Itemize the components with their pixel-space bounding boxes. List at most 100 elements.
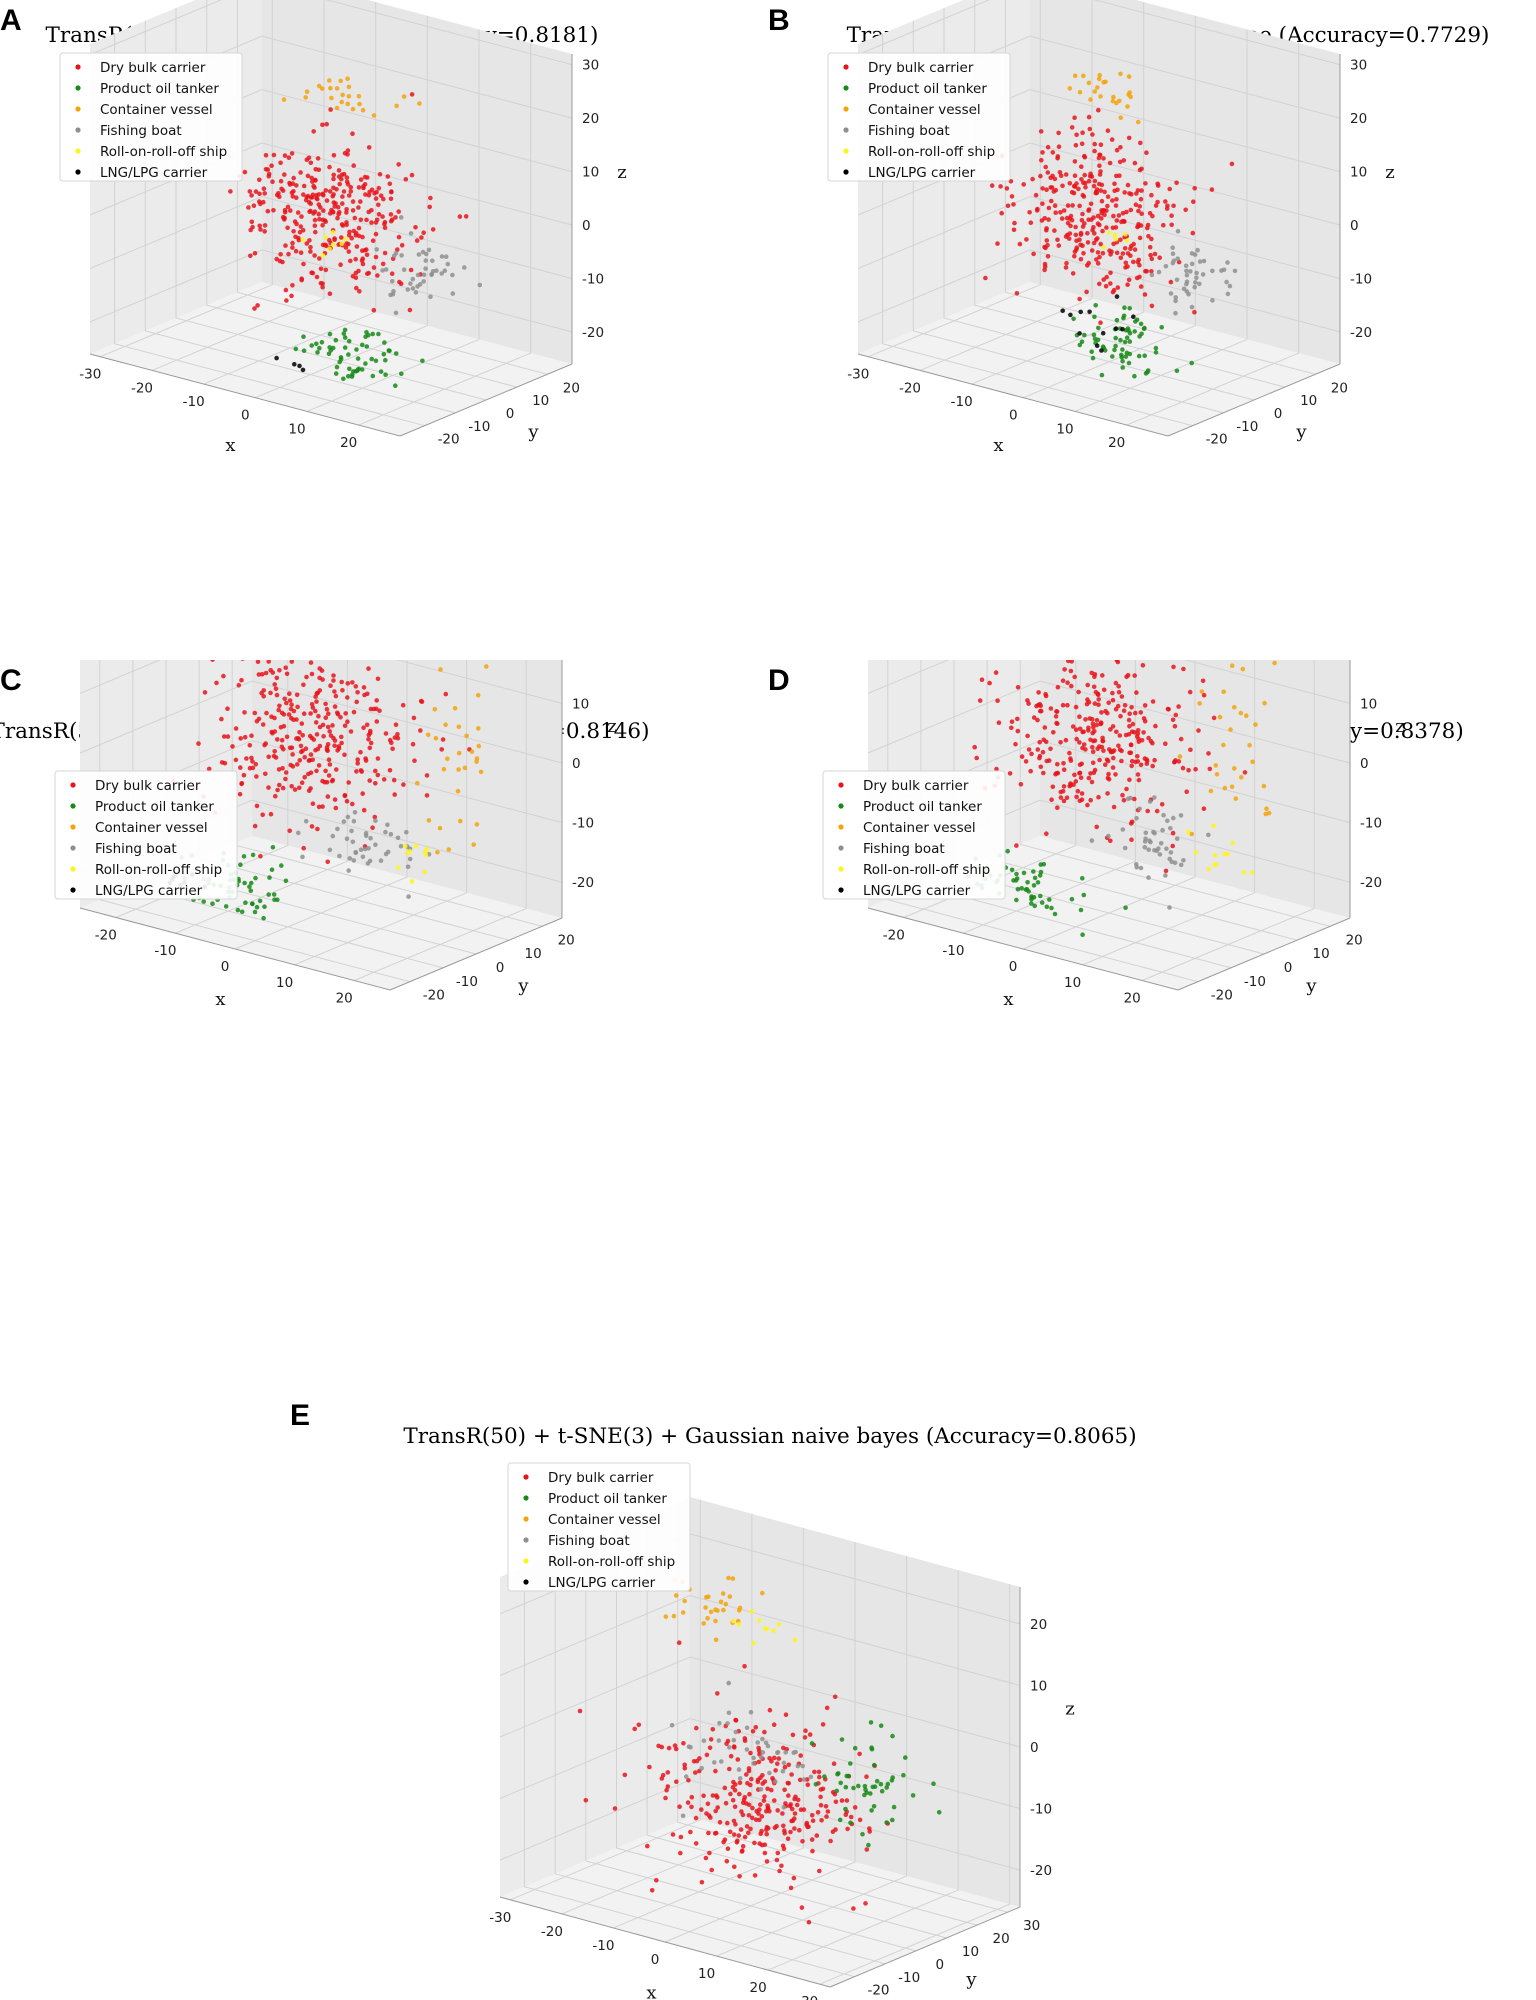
point-fishing-boat bbox=[781, 1805, 787, 1810]
point-container-vessel bbox=[415, 780, 420, 786]
point-dry-bulk-carrier bbox=[804, 1820, 810, 1826]
point-dry-bulk-carrier bbox=[1127, 191, 1132, 196]
point-dry-bulk-carrier bbox=[412, 758, 417, 763]
point-dry-bulk-carrier bbox=[645, 1843, 650, 1849]
point-dry-bulk-carrier bbox=[1209, 187, 1215, 192]
point-lng-lpg-carrier bbox=[1113, 326, 1119, 331]
x-tick-label: 0 bbox=[1009, 959, 1018, 975]
y-tick-label: -10 bbox=[1244, 974, 1266, 990]
point-dry-bulk-carrier bbox=[301, 192, 306, 197]
point-dry-bulk-carrier bbox=[1087, 126, 1093, 132]
point-fishing-boat bbox=[421, 272, 427, 278]
point-fishing-boat bbox=[733, 1729, 739, 1735]
point-fishing-boat bbox=[421, 279, 427, 284]
point-dry-bulk-carrier bbox=[206, 766, 212, 772]
point-dry-bulk-carrier bbox=[1131, 259, 1136, 265]
point-container-vessel bbox=[1086, 80, 1092, 86]
point-dry-bulk-carrier bbox=[762, 1794, 767, 1799]
point-dry-bulk-carrier bbox=[1066, 236, 1072, 241]
z-gridline bbox=[857, 0, 1341, 66]
point-dry-bulk-carrier bbox=[312, 217, 318, 223]
point-dry-bulk-carrier bbox=[1120, 211, 1126, 216]
point-dry-bulk-carrier bbox=[283, 665, 289, 670]
point-dry-bulk-carrier bbox=[290, 240, 295, 246]
point-dry-bulk-carrier bbox=[291, 229, 296, 234]
point-roll-on-roll-off-ship bbox=[1222, 851, 1227, 857]
point-dry-bulk-carrier bbox=[1116, 684, 1121, 689]
point-fishing-boat bbox=[1158, 841, 1164, 846]
point-dry-bulk-carrier bbox=[825, 1809, 831, 1814]
point-dry-bulk-carrier bbox=[1142, 292, 1148, 297]
point-product-oil-tanker bbox=[869, 1808, 874, 1813]
point-dry-bulk-carrier bbox=[276, 767, 282, 772]
point-container-vessel bbox=[1217, 714, 1223, 720]
x-gridline bbox=[358, 43, 532, 426]
point-product-oil-tanker bbox=[354, 347, 359, 352]
point-dry-bulk-carrier bbox=[219, 716, 224, 722]
point-fishing-boat bbox=[1194, 275, 1199, 281]
point-dry-bulk-carrier bbox=[333, 693, 339, 699]
point-dry-bulk-carrier bbox=[1073, 224, 1078, 230]
point-dry-bulk-carrier bbox=[1043, 245, 1048, 251]
point-dry-bulk-carrier bbox=[1111, 213, 1116, 219]
point-dry-bulk-carrier bbox=[253, 761, 259, 767]
point-dry-bulk-carrier bbox=[713, 1808, 718, 1814]
z-tick-label: 10 bbox=[572, 696, 589, 712]
point-dry-bulk-carrier bbox=[1113, 225, 1119, 230]
point-container-vessel bbox=[316, 83, 322, 89]
point-dry-bulk-carrier bbox=[310, 192, 316, 198]
point-fishing-boat bbox=[1193, 280, 1198, 285]
point-dry-bulk-carrier bbox=[330, 209, 335, 215]
point-dry-bulk-carrier bbox=[1183, 207, 1188, 213]
point-fishing-boat bbox=[393, 310, 399, 316]
point-dry-bulk-carrier bbox=[1117, 159, 1123, 165]
point-fishing-boat bbox=[748, 1709, 754, 1715]
legend-label-dry-bulk-carrier: Dry bulk carrier bbox=[868, 60, 974, 76]
panel-letter: D bbox=[768, 664, 790, 697]
point-container-vessel bbox=[1233, 796, 1239, 801]
point-dry-bulk-carrier bbox=[717, 1820, 723, 1825]
point-dry-bulk-carrier bbox=[273, 755, 279, 760]
point-dry-bulk-carrier bbox=[1103, 762, 1108, 767]
point-container-vessel bbox=[441, 766, 447, 772]
point-dry-bulk-carrier bbox=[1099, 216, 1104, 221]
y-axis-label: y bbox=[965, 1969, 977, 1990]
point-dry-bulk-carrier bbox=[288, 706, 294, 712]
point-dry-bulk-carrier bbox=[1098, 169, 1103, 174]
point-fishing-boat bbox=[1160, 827, 1165, 833]
point-product-oil-tanker bbox=[319, 340, 325, 345]
point-dry-bulk-carrier bbox=[294, 195, 299, 200]
point-dry-bulk-carrier bbox=[1201, 806, 1207, 811]
point-dry-bulk-carrier bbox=[297, 785, 302, 791]
point-dry-bulk-carrier bbox=[1062, 667, 1067, 672]
point-dry-bulk-carrier bbox=[1081, 180, 1086, 185]
point-dry-bulk-carrier bbox=[1121, 219, 1127, 224]
point-dry-bulk-carrier bbox=[339, 172, 345, 177]
point-product-oil-tanker bbox=[315, 350, 320, 355]
point-container-vessel bbox=[1213, 763, 1219, 768]
point-product-oil-tanker bbox=[347, 366, 352, 372]
point-dry-bulk-carrier bbox=[1155, 183, 1161, 188]
point-fishing-boat bbox=[1156, 269, 1162, 275]
point-dry-bulk-carrier bbox=[725, 1738, 731, 1744]
legend-marker-lng-lpg-carrier bbox=[75, 169, 81, 175]
point-dry-bulk-carrier bbox=[1079, 791, 1085, 796]
point-dry-bulk-carrier bbox=[308, 160, 314, 166]
point-dry-bulk-carrier bbox=[358, 177, 364, 182]
point-dry-bulk-carrier bbox=[647, 1764, 652, 1770]
point-dry-bulk-carrier bbox=[263, 670, 269, 676]
point-dry-bulk-carrier bbox=[1099, 710, 1104, 715]
point-dry-bulk-carrier bbox=[306, 199, 312, 205]
point-dry-bulk-carrier bbox=[196, 741, 201, 746]
point-dry-bulk-carrier bbox=[1070, 271, 1076, 276]
z-tick-label: 10 bbox=[1350, 165, 1367, 181]
point-product-oil-tanker bbox=[1142, 353, 1147, 359]
x-axis-label: x bbox=[646, 1983, 656, 2000]
legend-marker-container-vessel bbox=[523, 1516, 529, 1522]
point-product-oil-tanker bbox=[1096, 325, 1101, 331]
point-dry-bulk-carrier bbox=[1091, 725, 1096, 730]
point-container-vessel bbox=[1199, 689, 1205, 694]
point-product-oil-tanker bbox=[1136, 353, 1142, 359]
point-roll-on-roll-off-ship bbox=[330, 242, 336, 247]
